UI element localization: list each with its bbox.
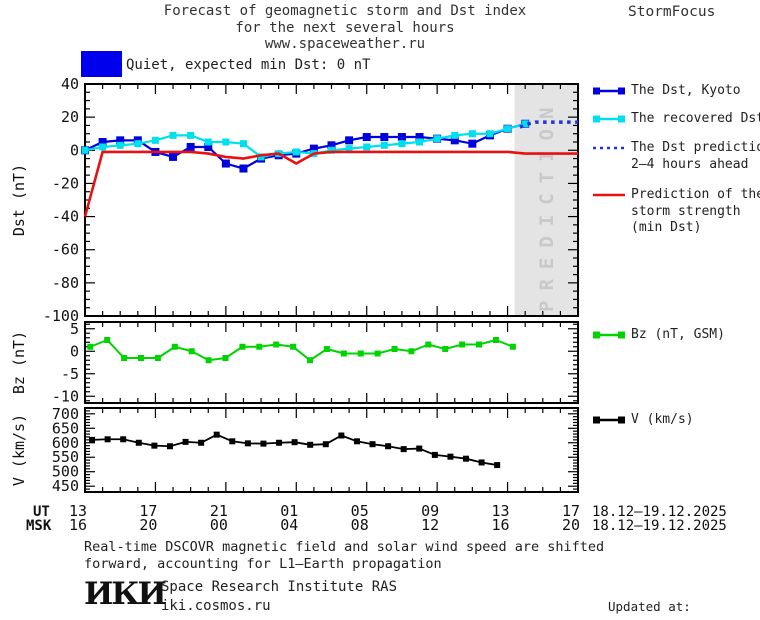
- y-tick-label: -5: [61, 365, 79, 383]
- legend-item-the-dst-kyoto: The Dst, Kyoto: [592, 83, 741, 100]
- plot-frame: [84, 407, 579, 493]
- legend-item-the-recovered-dst: The recovered Dst: [592, 111, 760, 128]
- msk-row-label: MSK: [26, 518, 52, 534]
- legend-label: V (km/s): [631, 412, 694, 427]
- institute-name: Space Research Institute RAS: [161, 579, 398, 595]
- legend-label: The Dst, Kyoto: [631, 83, 741, 98]
- tick-marks: [84, 83, 579, 317]
- tick-marks: [84, 323, 579, 402]
- y-tick-label: 650: [52, 419, 79, 437]
- brand-label: StormFocus: [628, 4, 716, 20]
- updated-label: Updated at:: [608, 599, 691, 614]
- legend-item-bz-nt-gsm-: Bz (nT, GSM): [592, 327, 725, 344]
- y-tick-label: -60: [52, 241, 79, 259]
- title-line-1: Forecast of geomagnetic storm and Dst in…: [163, 3, 527, 19]
- y-tick-label: 600: [52, 434, 79, 452]
- storm-level-swatch: [81, 51, 122, 77]
- plot-frame: [84, 321, 579, 404]
- x-tick-ut: 17: [562, 502, 580, 520]
- tick-marks: [84, 407, 579, 493]
- y-tick-label: -100: [43, 307, 79, 325]
- footnote-line-1: Real-time DSCOVR magnetic field and sola…: [84, 539, 605, 555]
- legend-swatch: [593, 331, 625, 339]
- footnote-line-2: forward, accounting for L1–Earth propaga…: [84, 556, 442, 572]
- legend-label: Prediction of the storm strength (min Ds…: [631, 187, 760, 235]
- x-tick-msk: 08: [351, 516, 369, 534]
- y-tick-label: -80: [52, 274, 79, 292]
- prediction-band-label: PREDICTION: [536, 98, 558, 312]
- legend-label: The Dst prediction 2–4 hours ahead: [631, 140, 760, 172]
- x-tick-msk: 20: [562, 516, 580, 534]
- y-axis-title: Bz (nT): [10, 331, 28, 394]
- legend-label: Bz (nT, GSM): [631, 327, 725, 342]
- institute-website: iki.cosmos.ru: [161, 598, 271, 614]
- title-line-2: for the next several hours: [235, 19, 455, 36]
- legend-swatch: [593, 115, 625, 123]
- x-tick-ut: 13: [492, 502, 510, 520]
- legend-item-the-dst-prediction: The Dst prediction 2–4 hours ahead: [592, 140, 760, 173]
- x-tick-msk: 16: [492, 516, 510, 534]
- series-markers: [81, 120, 529, 161]
- x-tick-msk: 00: [210, 516, 228, 534]
- x-tick-ut: 01: [280, 502, 298, 520]
- plot-frame: [84, 83, 579, 317]
- x-tick-msk: 12: [421, 516, 439, 534]
- y-tick-label: -20: [52, 174, 79, 192]
- y-tick-label: 500: [52, 463, 79, 481]
- legend-swatch: [593, 416, 625, 424]
- legend-item-prediction-of-the: Prediction of the storm strength (min Ds…: [592, 187, 760, 237]
- x-tick-ut: 13: [69, 502, 87, 520]
- date-range-msk: 18.12–19.12.2025: [592, 518, 727, 534]
- institute-block: Space Research Institute RAS iki.cosmos.…: [161, 578, 397, 616]
- title-line-3-url: www.spaceweather.ru: [264, 36, 426, 52]
- series-bz-nt-gsm-: [89, 338, 514, 362]
- y-tick-label: 450: [52, 477, 79, 495]
- legend-item-v-km-s-: V (km/s): [592, 412, 694, 429]
- x-tick-ut: 21: [210, 502, 228, 520]
- date-range-ut: 18.12–19.12.2025: [592, 504, 727, 520]
- x-axis-labels: UTMSK1316172021000104050809121316172018.…: [26, 502, 727, 534]
- series-prediction-of-the-storm-strength-min-dst-: [83, 150, 578, 217]
- y-tick-label: 550: [52, 448, 79, 466]
- legend-swatch: [593, 146, 625, 150]
- series-markers: [89, 431, 501, 469]
- legend-swatch: [593, 193, 625, 197]
- x-tick-ut: 09: [421, 502, 439, 520]
- y-tick-label: 0: [70, 342, 79, 360]
- x-tick-ut: 17: [139, 502, 157, 520]
- y-tick-label: 20: [61, 108, 79, 126]
- y-tick-label: 700: [52, 405, 79, 423]
- series-markers: [87, 337, 516, 364]
- y-axis-title: Dst (nT): [10, 164, 28, 236]
- iki-logo: ИКИ: [84, 576, 167, 612]
- x-tick-ut: 05: [351, 502, 369, 520]
- bz-plot: 5 0 -5 -10 Bz (nT): [10, 320, 579, 405]
- x-tick-msk: 16: [69, 516, 87, 534]
- y-tick-label: 0: [70, 141, 79, 159]
- y-tick-label: -10: [52, 387, 79, 405]
- x-tick-msk: 04: [280, 516, 298, 534]
- legend-swatch: [593, 87, 625, 95]
- page-title: Forecast of geomagnetic storm and Dst in…: [0, 3, 690, 53]
- footnote: Real-time DSCOVR magnetic field and sola…: [84, 539, 604, 573]
- y-tick-label: 40: [61, 75, 79, 93]
- y-tick-label: 5: [70, 320, 79, 338]
- y-tick-label: -40: [52, 208, 79, 226]
- series-the-dst-kyoto: [84, 122, 526, 170]
- y-axis-title: V (km/s): [10, 414, 28, 486]
- updated-at-block: Updated at: UT 13:05, 19.12.2025 MSK 16:…: [608, 566, 760, 620]
- storm-status-label: Quiet, expected min Dst: 0 nT: [126, 57, 371, 73]
- legend-label: The recovered Dst: [631, 111, 760, 126]
- dst-plot: PREDICTION 40 20 0 -20 -40 -60 -80 -100 Dst (nT): [10, 75, 579, 325]
- x-tick-msk: 20: [139, 516, 157, 534]
- ut-row-label: UT: [33, 504, 50, 520]
